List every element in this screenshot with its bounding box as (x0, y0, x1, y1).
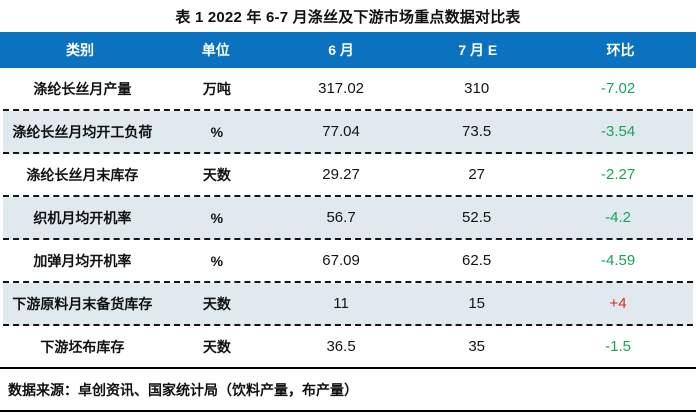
table-row: 下游坯布库存 天数 36.5 35 -1.5 (3, 326, 693, 367)
cell-june-value: 317.02 (318, 80, 365, 97)
table-header: 类别 单位 6 月 7 月 E 环比 (0, 32, 696, 68)
header-cell-category: 类别 (66, 42, 95, 58)
cell-unit: 天数 (202, 166, 231, 183)
table-body: 涤纶长丝月产量 万吨 317.02 310 -7.02 涤纶长丝月均开工负荷 %… (3, 68, 693, 367)
cell-category: 涤纶长丝月产量 (33, 80, 132, 97)
cell-june-value: 56.7 (326, 209, 356, 226)
cell-mom-change: +4 (609, 295, 627, 312)
cell-june-value: 67.09 (322, 252, 360, 269)
cell-mom-change: -7.02 (600, 80, 636, 97)
cell-june-value: 77.04 (322, 123, 360, 140)
cell-category: 加弹月均开机率 (33, 252, 132, 269)
cell-category: 涤纶长丝月均开工负荷 (12, 123, 153, 140)
cell-june-value: 29.27 (322, 166, 360, 183)
page-title: 表 1 2022 年 6-7 月涤丝及下游市场重点数据对比表 (175, 8, 521, 26)
cell-july-estimate-value: 310 (464, 80, 490, 97)
table-row: 加弹月均开机率 % 67.09 62.5 -4.59 (3, 240, 693, 283)
cell-mom-change: -1.5 (605, 338, 632, 355)
cell-july-estimate-value: 15 (468, 295, 485, 312)
cell-unit: % (210, 252, 224, 269)
cell-category: 下游坯布库存 (40, 338, 125, 355)
cell-category: 下游原料月末备货库存 (12, 295, 153, 312)
cell-mom-change: -4.59 (600, 252, 636, 269)
cell-july-estimate-value: 35 (468, 338, 485, 355)
data-source-footer: 数据来源：卓创资讯、国家统计局（饮料产量，布产量） (0, 367, 696, 412)
cell-unit: 万吨 (202, 80, 231, 97)
cell-unit: 天数 (202, 338, 231, 355)
cell-june-value: 11 (333, 295, 349, 312)
table-row: 涤纶长丝月产量 万吨 317.02 310 -7.02 (3, 68, 693, 111)
cell-june-value: 36.5 (326, 338, 356, 355)
cell-july-estimate-value: 27 (468, 166, 485, 183)
cell-category: 织机月均开机率 (33, 209, 132, 226)
cell-mom-change: -3.54 (600, 123, 636, 140)
cell-july-estimate-value: 62.5 (462, 252, 492, 269)
cell-july-estimate-value: 52.5 (462, 209, 492, 226)
header-cell-mom: 环比 (606, 42, 635, 58)
table-row: 涤纶长丝月末库存 天数 29.27 27 -2.27 (3, 154, 693, 197)
cell-category: 涤纶长丝月末库存 (26, 166, 139, 183)
cell-mom-change: -2.27 (600, 166, 636, 183)
cell-unit: % (210, 123, 224, 140)
header-cell-june: 6 月 (328, 42, 354, 58)
cell-unit: 天数 (202, 295, 231, 312)
header-cell-unit: 单位 (201, 42, 230, 58)
header-cell-july-estimate: 7 月 E (458, 42, 498, 58)
table-row: 织机月均开机率 % 56.7 52.5 -4.2 (3, 197, 693, 240)
data-source-text: 数据来源：卓创资讯、国家统计局（饮料产量，布产量） (8, 381, 358, 398)
table-row: 下游原料月末备货库存 天数 11 15 +4 (3, 283, 693, 326)
cell-july-estimate-value: 73.5 (462, 123, 492, 140)
table-row: 涤纶长丝月均开工负荷 % 77.04 73.5 -3.54 (3, 111, 693, 154)
cell-unit: % (210, 209, 224, 226)
cell-mom-change: -4.2 (605, 209, 632, 226)
